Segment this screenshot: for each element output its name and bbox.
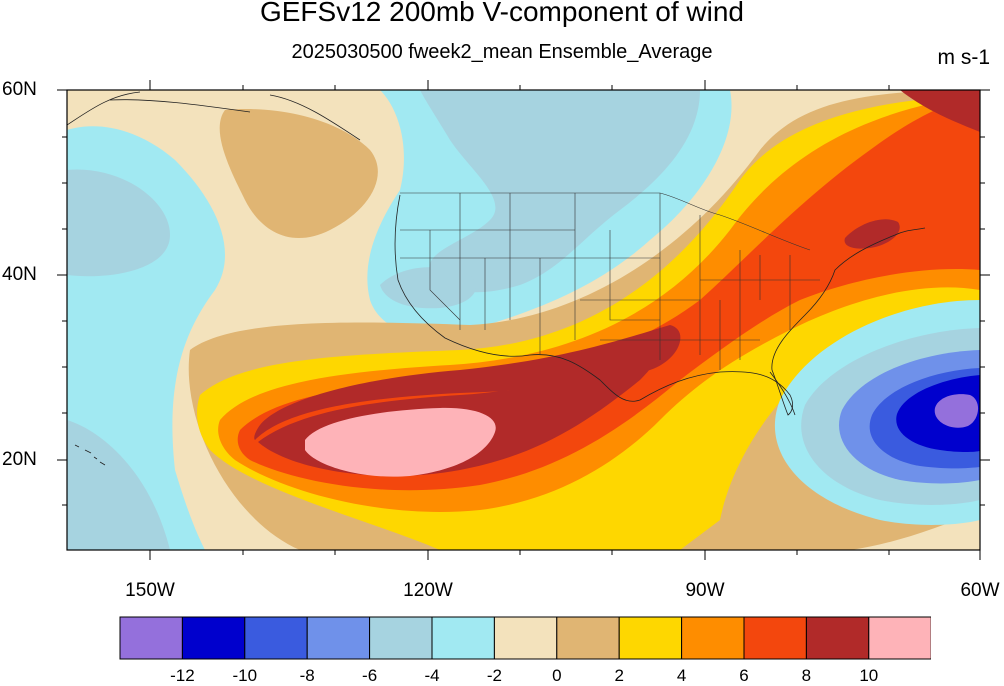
colorbar-tick-label: 2 — [614, 666, 624, 685]
units-label: m s-1 — [937, 46, 991, 69]
colorbar — [119, 616, 931, 660]
colorbar-tick-label: -2 — [486, 666, 502, 685]
colorbar-tick-label: -12 — [170, 666, 195, 685]
lon-label-150w: 150W — [125, 580, 175, 601]
colorbar-tick-label: -4 — [424, 666, 440, 685]
colorbar-tick-label: 6 — [739, 666, 749, 685]
band-minus4-to-minus2-southwest — [67, 420, 170, 550]
colorbar-tick-label: 0 — [552, 666, 562, 685]
coastline-north-america — [67, 91, 926, 416]
colorbar-swatch — [181, 616, 246, 660]
coastline-canada — [109, 94, 361, 141]
band-8-to-10-corner — [900, 90, 980, 132]
lon-label-60w: 60W — [960, 580, 1000, 601]
colorbar-swatch — [556, 616, 620, 660]
us-canada-border — [400, 192, 811, 251]
band-minus4-to-minus2-west — [67, 169, 170, 277]
colorbar-swatch — [805, 616, 870, 660]
colorbar-swatch — [306, 616, 371, 660]
band-8-to-10-east — [844, 219, 900, 249]
lat-label-20n: 20N — [2, 449, 37, 470]
colorbar-swatch — [493, 616, 558, 660]
map-frame — [66, 89, 981, 551]
colorbar-swatch — [868, 616, 931, 660]
band-above-10 — [305, 407, 496, 477]
colorbar-tick-label: -6 — [362, 666, 378, 685]
colorbar-swatch — [743, 616, 807, 660]
colorbar-tick-label: 10 — [859, 666, 879, 685]
atlantic-below-minus10 — [934, 394, 979, 428]
colorbar-tick-label: -8 — [299, 666, 315, 685]
filled-contours — [67, 90, 980, 550]
us-state-lines — [400, 193, 820, 370]
lon-label-90w: 90W — [685, 580, 725, 601]
lat-label-40n: 40N — [2, 264, 37, 285]
map-title: GEFSv12 200mb V-component of wind — [259, 0, 745, 27]
colorbar-tick-label: 4 — [676, 666, 687, 685]
colorbar-tick-label: 8 — [801, 666, 812, 685]
axis-ticks — [57, 80, 990, 560]
band-minus4-to-minus2-north — [420, 90, 700, 293]
colorbar-swatch — [681, 616, 745, 660]
colorbar-swatch — [244, 616, 308, 660]
colorbar-swatch — [119, 616, 183, 660]
colorbar-swatch — [431, 616, 495, 660]
map-subtitle: 2025030500 fweek2_mean Ensemble_Average — [291, 41, 713, 63]
band-minus4-to-minus2-nevada — [380, 267, 476, 309]
lon-label-120w: 120W — [403, 580, 453, 601]
lat-label-60n: 60N — [2, 79, 37, 100]
band-2-to-4-west — [219, 109, 378, 239]
coastline-florida — [769, 371, 796, 416]
coastline-hawaii — [74, 444, 106, 466]
colorbar-swatch — [369, 616, 433, 660]
colorbar-tick-label: -10 — [232, 666, 258, 685]
us-state-borders — [400, 192, 820, 370]
coastlines — [67, 91, 926, 466]
colorbar-swatch — [618, 616, 683, 660]
